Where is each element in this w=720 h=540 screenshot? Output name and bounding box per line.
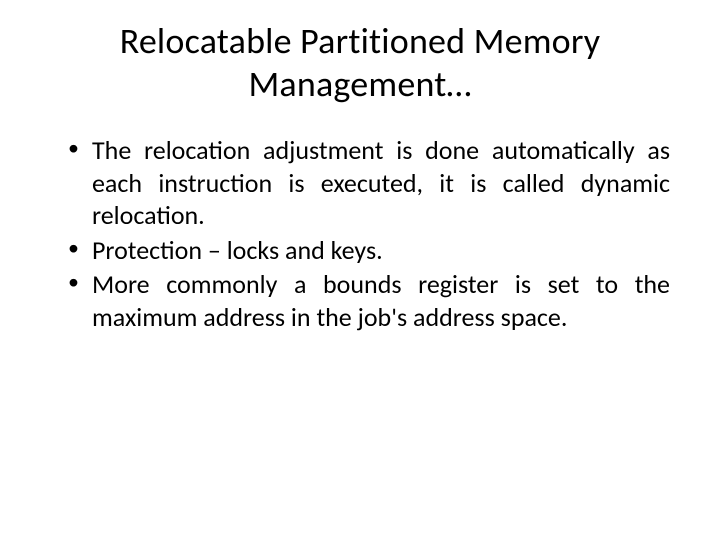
list-item: The relocation adjustment is done automa… [78,134,670,232]
list-item: Protection – locks and keys. [78,234,670,267]
list-item: More commonly a bounds register is set t… [78,268,670,333]
slide-container: Relocatable Partitioned Memory Managemen… [0,0,720,540]
bullet-list: The relocation adjustment is done automa… [50,134,670,333]
slide-title: Relocatable Partitioned Memory Managemen… [50,20,670,106]
